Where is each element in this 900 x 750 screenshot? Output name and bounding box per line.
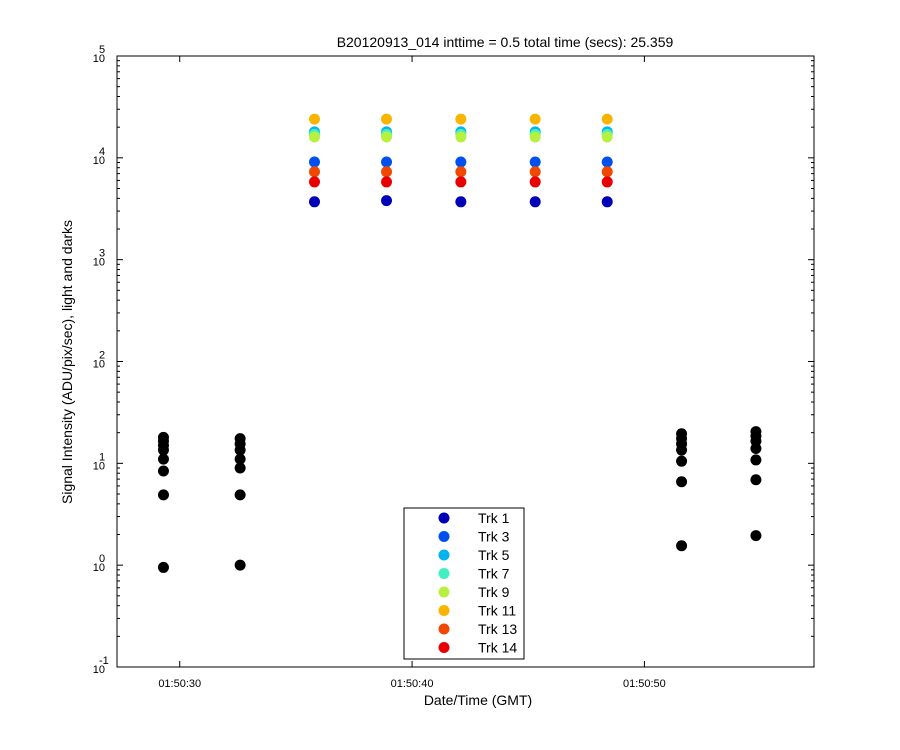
legend-label-trk-1: Trk 1 (478, 510, 510, 526)
y-tick-label-exp: 3 (99, 248, 105, 260)
legend-label-trk-3: Trk 3 (478, 529, 510, 545)
dark-point (157, 453, 169, 465)
point-trk-1 (455, 196, 467, 208)
y-tick-label-exp: 5 (99, 44, 105, 56)
y-tick-label-exp: 4 (99, 146, 105, 158)
y-tick-label-base: 10 (93, 664, 105, 676)
y-tick-label-base: 10 (93, 53, 105, 65)
y-tick-label-exp: -1 (99, 655, 109, 667)
point-trk-1 (308, 196, 320, 208)
point-trk-1 (601, 196, 613, 208)
x-tick-label: 01:50:40 (391, 678, 434, 690)
legend-marker-trk-14 (438, 642, 450, 653)
legend-label-trk-7: Trk 7 (478, 566, 510, 582)
y-tick-label-base: 10 (93, 257, 105, 269)
dark-point (676, 540, 688, 552)
chart-title: B20120913_014 inttime = 0.5 total time (… (337, 34, 674, 50)
dark-point (750, 530, 762, 542)
dark-point (750, 474, 762, 486)
dark-point (234, 559, 246, 571)
point-trk-1 (381, 195, 393, 207)
legend-label-trk-14: Trk 14 (478, 640, 517, 656)
point-trk-13 (455, 166, 467, 178)
point-trk-11 (529, 113, 541, 125)
point-trk-14 (381, 176, 393, 188)
y-tick-label-exp: 2 (99, 350, 105, 362)
point-trk-14 (455, 176, 467, 188)
point-trk-1 (529, 196, 541, 208)
dark-point (157, 561, 169, 573)
dark-point (750, 426, 762, 438)
legend-marker-trk-13 (438, 623, 450, 635)
point-trk-11 (381, 113, 393, 125)
point-trk-3 (601, 156, 613, 168)
dark-point (157, 431, 169, 443)
point-trk-3 (455, 156, 467, 168)
point-trk-11 (601, 113, 613, 125)
y-tick-label-base: 10 (93, 460, 105, 472)
y-tick-label-exp: 1 (99, 451, 105, 463)
legend: Trk 1 Trk 3 Trk 5 Trk 7 Trk 9 Trk 11 Trk 13 Trk… (403, 507, 525, 660)
y-tick-label-base: 10 (93, 562, 105, 574)
dark-point (234, 489, 246, 501)
legend-marker-trk-1 (438, 512, 450, 524)
point-trk-13 (529, 166, 541, 178)
legend-marker-trk-5 (438, 549, 450, 561)
point-trk-14 (601, 176, 613, 188)
legend-label-trk-11: Trk 11 (478, 603, 516, 619)
dark-point (676, 455, 688, 467)
dark-point (234, 453, 246, 465)
point-trk-3 (381, 156, 393, 168)
point-trk-14 (529, 176, 541, 188)
legend-marker-trk-3 (438, 531, 450, 542)
point-trk-9 (381, 131, 393, 143)
data-points (157, 113, 762, 573)
dark-point (157, 465, 169, 477)
point-trk-14 (308, 176, 320, 188)
dark-point (234, 462, 246, 474)
point-trk-9 (529, 131, 541, 143)
dark-point (676, 428, 688, 440)
legend-label-trk-9: Trk 9 (478, 584, 510, 600)
y-axis-label: Signal Intensity (ADU/pix/sec), light an… (59, 220, 75, 504)
y-tick-label-base: 10 (93, 359, 105, 371)
legend-label-trk-5: Trk 5 (478, 547, 510, 563)
point-trk-9 (601, 131, 613, 143)
legend-box (403, 507, 525, 660)
dark-point (750, 454, 762, 466)
x-tick-label: 01:50:30 (158, 678, 201, 690)
legend-marker-trk-7 (438, 568, 450, 579)
point-trk-11 (308, 113, 320, 125)
point-trk-13 (381, 166, 393, 178)
point-trk-13 (308, 166, 320, 178)
legend-marker-trk-9 (438, 586, 450, 598)
x-axis: 01:50:30 01:50:40 01:50:50 (158, 56, 666, 690)
point-trk-3 (308, 156, 320, 168)
point-trk-3 (529, 156, 541, 168)
point-trk-9 (455, 131, 467, 143)
x-tick-label: 01:50:50 (623, 678, 666, 690)
dark-point (234, 433, 246, 445)
point-trk-9 (308, 131, 320, 143)
legend-marker-trk-11 (438, 605, 450, 616)
point-trk-13 (601, 166, 613, 178)
point-trk-11 (455, 113, 467, 125)
x-axis-label: Date/Time (GMT) (424, 692, 532, 708)
dark-point (157, 489, 169, 501)
legend-label-trk-13: Trk 13 (478, 621, 517, 637)
y-tick-label-exp: 0 (99, 553, 105, 565)
dark-point (676, 476, 688, 488)
y-tick-label-base: 10 (93, 155, 105, 167)
